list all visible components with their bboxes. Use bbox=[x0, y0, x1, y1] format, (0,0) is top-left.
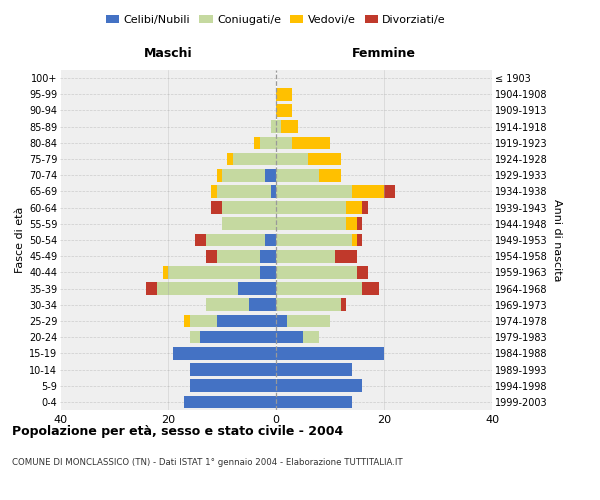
Bar bbox=[276, 363, 352, 376]
Bar bbox=[308, 152, 341, 166]
Bar bbox=[276, 266, 357, 278]
Bar bbox=[260, 136, 276, 149]
Bar bbox=[217, 185, 271, 198]
Bar bbox=[303, 331, 319, 344]
Bar bbox=[200, 331, 276, 344]
Bar bbox=[195, 234, 206, 246]
Bar bbox=[276, 282, 362, 295]
Bar bbox=[346, 218, 357, 230]
Text: Femmine: Femmine bbox=[352, 47, 416, 60]
Bar bbox=[276, 136, 292, 149]
Bar bbox=[146, 282, 157, 295]
Bar bbox=[217, 250, 260, 262]
Bar bbox=[276, 185, 352, 198]
Bar bbox=[206, 298, 249, 311]
Bar bbox=[217, 314, 276, 328]
Bar bbox=[173, 347, 276, 360]
Bar bbox=[271, 120, 276, 133]
Bar bbox=[276, 298, 341, 311]
Bar bbox=[357, 266, 368, 278]
Bar bbox=[384, 185, 395, 198]
Bar bbox=[276, 104, 292, 117]
Bar bbox=[233, 152, 276, 166]
Bar bbox=[190, 331, 200, 344]
Bar bbox=[211, 202, 222, 214]
Bar bbox=[276, 250, 335, 262]
Y-axis label: Anni di nascita: Anni di nascita bbox=[551, 198, 562, 281]
Text: COMUNE DI MONCLASSICO (TN) - Dati ISTAT 1° gennaio 2004 - Elaborazione TUTTITALI: COMUNE DI MONCLASSICO (TN) - Dati ISTAT … bbox=[12, 458, 403, 467]
Bar bbox=[276, 380, 362, 392]
Bar bbox=[222, 202, 276, 214]
Y-axis label: Fasce di età: Fasce di età bbox=[14, 207, 25, 273]
Bar bbox=[352, 234, 357, 246]
Bar bbox=[335, 250, 357, 262]
Bar bbox=[260, 266, 276, 278]
Bar bbox=[163, 266, 168, 278]
Bar bbox=[276, 202, 346, 214]
Bar bbox=[319, 169, 341, 181]
Bar bbox=[346, 202, 362, 214]
Bar bbox=[222, 169, 265, 181]
Bar bbox=[222, 218, 276, 230]
Bar bbox=[190, 363, 276, 376]
Bar bbox=[271, 185, 276, 198]
Bar bbox=[357, 218, 362, 230]
Bar bbox=[292, 136, 330, 149]
Bar bbox=[276, 347, 384, 360]
Bar bbox=[276, 218, 346, 230]
Bar bbox=[357, 234, 362, 246]
Text: Popolazione per età, sesso e stato civile - 2004: Popolazione per età, sesso e stato civil… bbox=[12, 425, 343, 438]
Text: Maschi: Maschi bbox=[143, 47, 193, 60]
Bar bbox=[157, 282, 238, 295]
Bar bbox=[276, 314, 287, 328]
Legend: Celibi/Nubili, Coniugati/e, Vedovi/e, Divorziati/e: Celibi/Nubili, Coniugati/e, Vedovi/e, Di… bbox=[101, 10, 451, 29]
Bar bbox=[238, 282, 276, 295]
Bar bbox=[352, 185, 384, 198]
Bar bbox=[265, 169, 276, 181]
Bar bbox=[362, 282, 379, 295]
Bar bbox=[281, 120, 298, 133]
Bar bbox=[265, 234, 276, 246]
Bar bbox=[276, 169, 319, 181]
Bar bbox=[276, 396, 352, 408]
Bar bbox=[276, 88, 292, 101]
Bar bbox=[260, 250, 276, 262]
Bar bbox=[206, 234, 265, 246]
Bar bbox=[287, 314, 330, 328]
Bar bbox=[249, 298, 276, 311]
Bar bbox=[168, 266, 260, 278]
Bar bbox=[254, 136, 260, 149]
Bar bbox=[190, 380, 276, 392]
Bar bbox=[184, 314, 190, 328]
Bar bbox=[276, 120, 281, 133]
Bar bbox=[217, 169, 222, 181]
Bar bbox=[206, 250, 217, 262]
Bar bbox=[276, 152, 308, 166]
Bar bbox=[276, 331, 303, 344]
Bar bbox=[211, 185, 217, 198]
Bar bbox=[190, 314, 217, 328]
Bar bbox=[184, 396, 276, 408]
Bar bbox=[227, 152, 233, 166]
Bar bbox=[276, 234, 352, 246]
Bar bbox=[362, 202, 368, 214]
Bar bbox=[341, 298, 346, 311]
